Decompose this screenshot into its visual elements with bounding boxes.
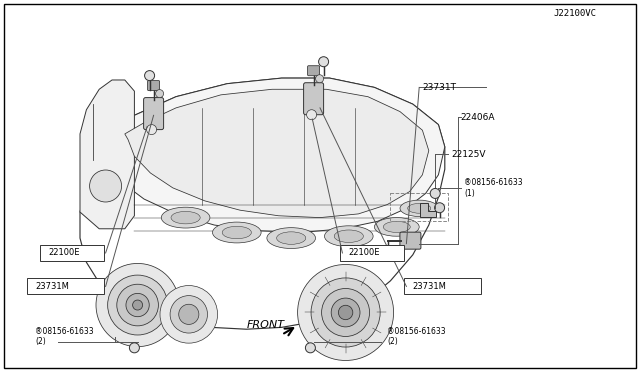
Circle shape [147,125,157,135]
Text: 22125V: 22125V [451,150,486,159]
Ellipse shape [324,226,373,247]
Ellipse shape [267,228,316,248]
Text: FRONT: FRONT [246,321,284,330]
Polygon shape [125,89,429,218]
Circle shape [435,203,445,213]
Polygon shape [420,203,436,217]
Text: J22100VC: J22100VC [554,9,596,17]
Ellipse shape [212,222,261,243]
Circle shape [311,278,380,347]
FancyBboxPatch shape [27,278,104,295]
FancyBboxPatch shape [303,83,324,115]
FancyBboxPatch shape [148,81,159,91]
Polygon shape [80,78,445,329]
FancyBboxPatch shape [40,245,104,261]
Text: 23731M: 23731M [35,282,69,291]
Circle shape [430,189,440,198]
Circle shape [307,110,317,120]
Circle shape [316,75,324,83]
Text: ®08156-61633
(2): ®08156-61633 (2) [35,327,94,346]
Ellipse shape [408,203,431,213]
Circle shape [96,263,179,347]
Circle shape [126,294,149,317]
Text: ®08156-61633
(2): ®08156-61633 (2) [387,327,446,346]
Circle shape [90,170,122,202]
FancyBboxPatch shape [143,97,164,129]
Ellipse shape [171,211,200,224]
Circle shape [129,343,140,353]
Circle shape [339,305,353,320]
Circle shape [321,288,370,337]
Text: 22100E: 22100E [349,248,380,257]
Circle shape [132,300,143,310]
Ellipse shape [161,207,210,228]
Circle shape [170,296,207,333]
Circle shape [179,304,199,324]
Polygon shape [106,78,445,232]
Ellipse shape [383,221,410,232]
FancyBboxPatch shape [400,232,421,249]
FancyBboxPatch shape [308,66,319,76]
Circle shape [332,298,360,327]
Text: 23731T: 23731T [422,83,456,92]
Ellipse shape [222,226,252,239]
Circle shape [145,71,155,81]
Ellipse shape [334,230,364,243]
Circle shape [298,264,394,360]
Ellipse shape [276,232,306,244]
Text: 22406A: 22406A [461,113,495,122]
Circle shape [319,57,328,67]
Circle shape [117,284,159,326]
Circle shape [305,343,316,353]
Ellipse shape [400,200,438,217]
Text: 23731M: 23731M [413,282,447,291]
FancyBboxPatch shape [340,245,404,261]
Circle shape [160,286,218,343]
Text: ®08156-61633
(1): ®08156-61633 (1) [464,178,523,198]
Ellipse shape [374,218,419,236]
Polygon shape [80,80,134,229]
Circle shape [108,275,168,335]
Circle shape [156,90,164,97]
FancyBboxPatch shape [404,278,481,295]
Text: 22100E: 22100E [48,248,79,257]
